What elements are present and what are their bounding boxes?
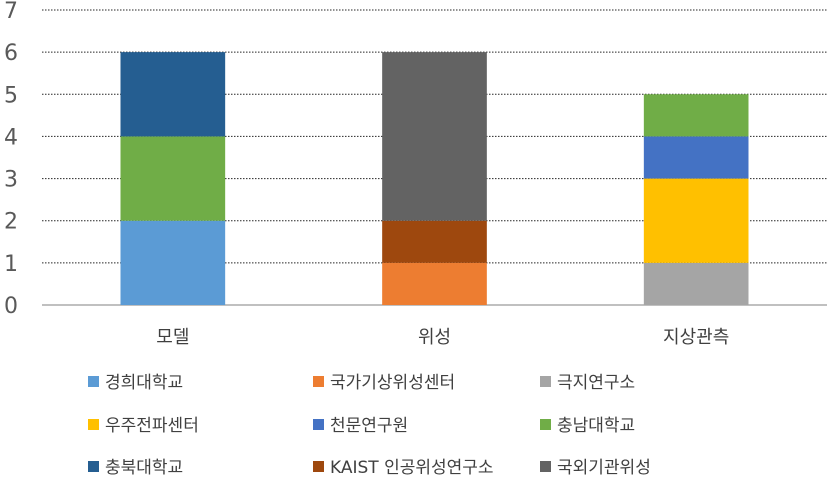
bar-segment-0-6 [120, 52, 226, 137]
y-tick-label-4: 4 [4, 125, 18, 150]
legend-swatch-6 [88, 461, 99, 472]
legend-label-1: 국가기상위성센터 [330, 373, 455, 393]
x-category-label-2: 지상관측 [663, 327, 729, 348]
legend-swatch-4 [313, 419, 324, 430]
bar-segment-1-1 [382, 262, 487, 305]
bar-segment-0-5 [120, 136, 226, 221]
y-tick-label-2: 2 [4, 210, 18, 235]
y-axis-ticks: 0 1 2 3 4 5 6 7 [4, 0, 18, 319]
bar-segment-2-4 [643, 136, 749, 179]
bars [120, 52, 749, 305]
legend-label-6: 충북대학교 [105, 458, 183, 478]
y-tick-label-6: 6 [4, 41, 18, 66]
x-category-label-0: 모델 [156, 327, 189, 348]
y-tick-label-5: 5 [4, 83, 18, 108]
legend-label-7: KAIST 인공위성연구소 [330, 458, 494, 478]
y-tick-label-1: 1 [4, 252, 18, 277]
legend-label-5: 충남대학교 [557, 416, 635, 436]
x-category-label-1: 위성 [418, 327, 451, 348]
y-tick-label-0: 0 [4, 294, 18, 319]
bar-segment-2-5 [643, 94, 749, 137]
legend-swatch-5 [540, 419, 551, 430]
bar-segment-2-2 [643, 262, 749, 305]
legend-swatch-2 [540, 376, 551, 387]
legend-swatch-3 [88, 419, 99, 430]
bar-segment-1-7 [382, 220, 487, 263]
legend-swatch-1 [313, 376, 324, 387]
legend-swatch-8 [540, 461, 551, 472]
legend-label-3: 우주전파센터 [105, 416, 199, 436]
legend-swatch-0 [88, 376, 99, 387]
bar-segment-1-8 [382, 52, 487, 221]
legend-label-0: 경희대학교 [105, 373, 183, 393]
bar-segment-0-0 [120, 220, 226, 305]
legend-label-4: 천문연구원 [330, 416, 408, 436]
legend-label-8: 국외기관위성 [557, 458, 651, 478]
bar-segment-2-3 [643, 178, 749, 263]
y-tick-label-3: 3 [4, 168, 18, 193]
legend-swatch-7 [313, 461, 324, 472]
x-axis-categories: 모델 위성 지상관측 [156, 327, 729, 348]
y-tick-label-7: 7 [4, 0, 18, 24]
legend-label-2: 극지연구소 [557, 373, 635, 393]
